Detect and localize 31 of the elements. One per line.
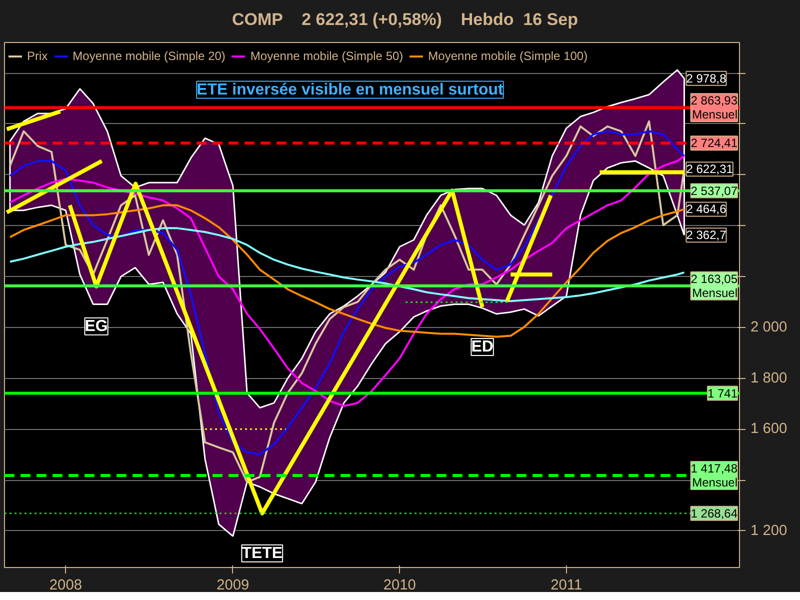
x-tick-label: 2008: [49, 578, 82, 594]
line-series: [8, 204, 686, 338]
line-series: [8, 154, 686, 407]
annotation: ETE inversée visible en mensuel surtout: [196, 81, 504, 98]
y-tick-label: 1 800: [750, 370, 788, 386]
x-tick-label: 2010: [383, 578, 416, 594]
ref-line-label: 2 863,93 Mensuel: [690, 94, 738, 122]
ref-line-label: 2 537,07: [690, 184, 738, 198]
x-tick-label: 2011: [550, 578, 582, 594]
annotation: TETE: [242, 544, 283, 562]
ref-line-label: 2 163,05 Mensuel: [690, 272, 738, 300]
ref-line-label: 1 417,48 Mensuel: [690, 462, 738, 490]
legend-label: Moyenne mobile (Simple 50): [250, 49, 404, 63]
y-tick-label: 1 200: [750, 522, 788, 539]
legend-label: Moyenne mobile (Simple 20): [72, 49, 226, 63]
y-tick-label: 2 000: [750, 319, 788, 336]
annotation: ED: [471, 338, 494, 356]
legend-label: Moyenne mobile (Simple 100): [428, 49, 588, 63]
chart-title: COMP 2 622,31 (+0,58%) Hebdo 16 Sep: [232, 9, 578, 31]
annotation: 2 464,6: [686, 202, 727, 216]
line-series: [8, 227, 686, 302]
annotation: 2 362,7: [686, 228, 727, 242]
x-tick-label: 2009: [216, 578, 250, 594]
annotation: 2 978,8: [686, 71, 727, 86]
legend-label: Prix: [27, 49, 48, 63]
ref-line-label: 1 268,64: [690, 506, 738, 520]
ref-line-label: 1 741: [707, 386, 738, 400]
annotation: 2 622,31: [686, 162, 734, 176]
y-tick-label: 1 600: [750, 421, 788, 438]
annotation: EG: [84, 318, 108, 335]
ref-line-label: 2 724,41: [690, 136, 738, 150]
